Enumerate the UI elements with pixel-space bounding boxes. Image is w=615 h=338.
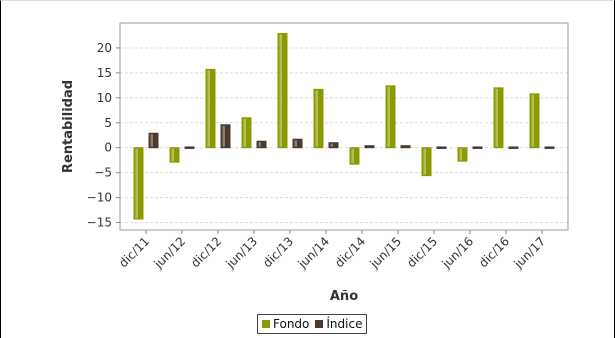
bar-highlight xyxy=(330,143,333,147)
bar-fondo xyxy=(169,147,180,163)
x-tick-label: jun/12 xyxy=(151,234,188,271)
x-tick-label: dic/14 xyxy=(332,234,368,270)
bar-highlight xyxy=(387,86,390,147)
x-tick-label: dic/12 xyxy=(188,234,224,270)
y-tick-label: 0 xyxy=(104,141,112,155)
bar-indice xyxy=(364,145,375,149)
y-tick-label: 20 xyxy=(97,41,112,55)
x-tick-label: jun/14 xyxy=(295,234,332,271)
legend-item-indice: Índice xyxy=(315,317,362,331)
bar-highlight xyxy=(207,70,210,147)
y-tick-label: 5 xyxy=(104,116,112,130)
bar-highlight xyxy=(243,118,246,147)
x-tick-label: dic/15 xyxy=(404,234,440,270)
bar-highlight xyxy=(294,140,297,147)
bar-fondo xyxy=(349,147,360,165)
bar-indice xyxy=(184,146,195,149)
legend-swatch-fondo xyxy=(262,320,270,328)
bar-indice xyxy=(436,146,447,149)
bar-indice xyxy=(292,138,303,149)
y-tick-label: 10 xyxy=(97,91,112,105)
bar-highlight xyxy=(258,142,261,147)
bar-highlight xyxy=(279,34,282,147)
bar-fondo xyxy=(457,147,468,162)
bar-fondo xyxy=(277,32,288,149)
y-tick-label: −15 xyxy=(87,216,112,230)
bars xyxy=(133,32,555,220)
bar-highlight xyxy=(135,148,138,219)
x-tick-label: dic/16 xyxy=(476,234,512,270)
bar-fondo xyxy=(133,147,144,220)
bar-indice xyxy=(400,145,411,149)
bar-fondo xyxy=(205,68,216,149)
legend-item-fondo: Fondo xyxy=(262,317,309,331)
bar-indice xyxy=(220,124,231,149)
bar-fondo xyxy=(241,117,252,149)
x-tick-label: jun/13 xyxy=(223,234,260,271)
y-axis: −15 −10 −5 0 5 10 15 20 xyxy=(87,41,120,230)
bar-indice xyxy=(256,140,267,149)
bar-fondo xyxy=(421,147,432,177)
bar-highlight xyxy=(423,148,426,175)
bar-highlight xyxy=(171,148,174,162)
bar-highlight xyxy=(459,148,462,161)
x-tick-label: jun/17 xyxy=(511,234,548,271)
x-axis-label: Año xyxy=(330,289,358,304)
bar-highlight xyxy=(351,148,354,164)
legend-swatch-indice xyxy=(315,320,324,328)
legend: Fondo Índice xyxy=(257,314,368,334)
bar-indice xyxy=(328,142,339,149)
bar-highlight xyxy=(222,125,225,147)
y-tick-label: −10 xyxy=(87,191,112,205)
bar-indice xyxy=(508,146,519,149)
bar-fondo xyxy=(385,85,396,149)
plot-border xyxy=(119,22,569,231)
bar-indice xyxy=(544,146,555,149)
bar-highlight xyxy=(531,94,534,147)
bar-indice xyxy=(148,132,159,149)
bar-fondo xyxy=(313,88,324,149)
y-tick-label: −5 xyxy=(94,166,112,180)
y-axis-label: Rentabilidad xyxy=(61,80,76,173)
bar-fondo xyxy=(493,87,504,149)
y-tick-label: 15 xyxy=(97,66,112,80)
x-tick-label: jun/16 xyxy=(439,234,476,271)
legend-label-indice: Índice xyxy=(326,317,363,331)
x-tick-label: dic/13 xyxy=(260,234,296,270)
bar-fondo xyxy=(529,93,540,149)
bar-highlight xyxy=(150,134,153,147)
x-axis: dic/11 jun/12 dic/12 jun/13 dic/13 jun/14 dic/… xyxy=(116,230,548,272)
legend-label-fondo: Fondo xyxy=(273,317,310,331)
bar-indice xyxy=(472,146,483,149)
x-tick-label: dic/11 xyxy=(116,234,152,270)
x-tick-label: jun/15 xyxy=(367,234,404,271)
bar-highlight xyxy=(495,88,498,147)
bar-highlight xyxy=(315,90,318,147)
